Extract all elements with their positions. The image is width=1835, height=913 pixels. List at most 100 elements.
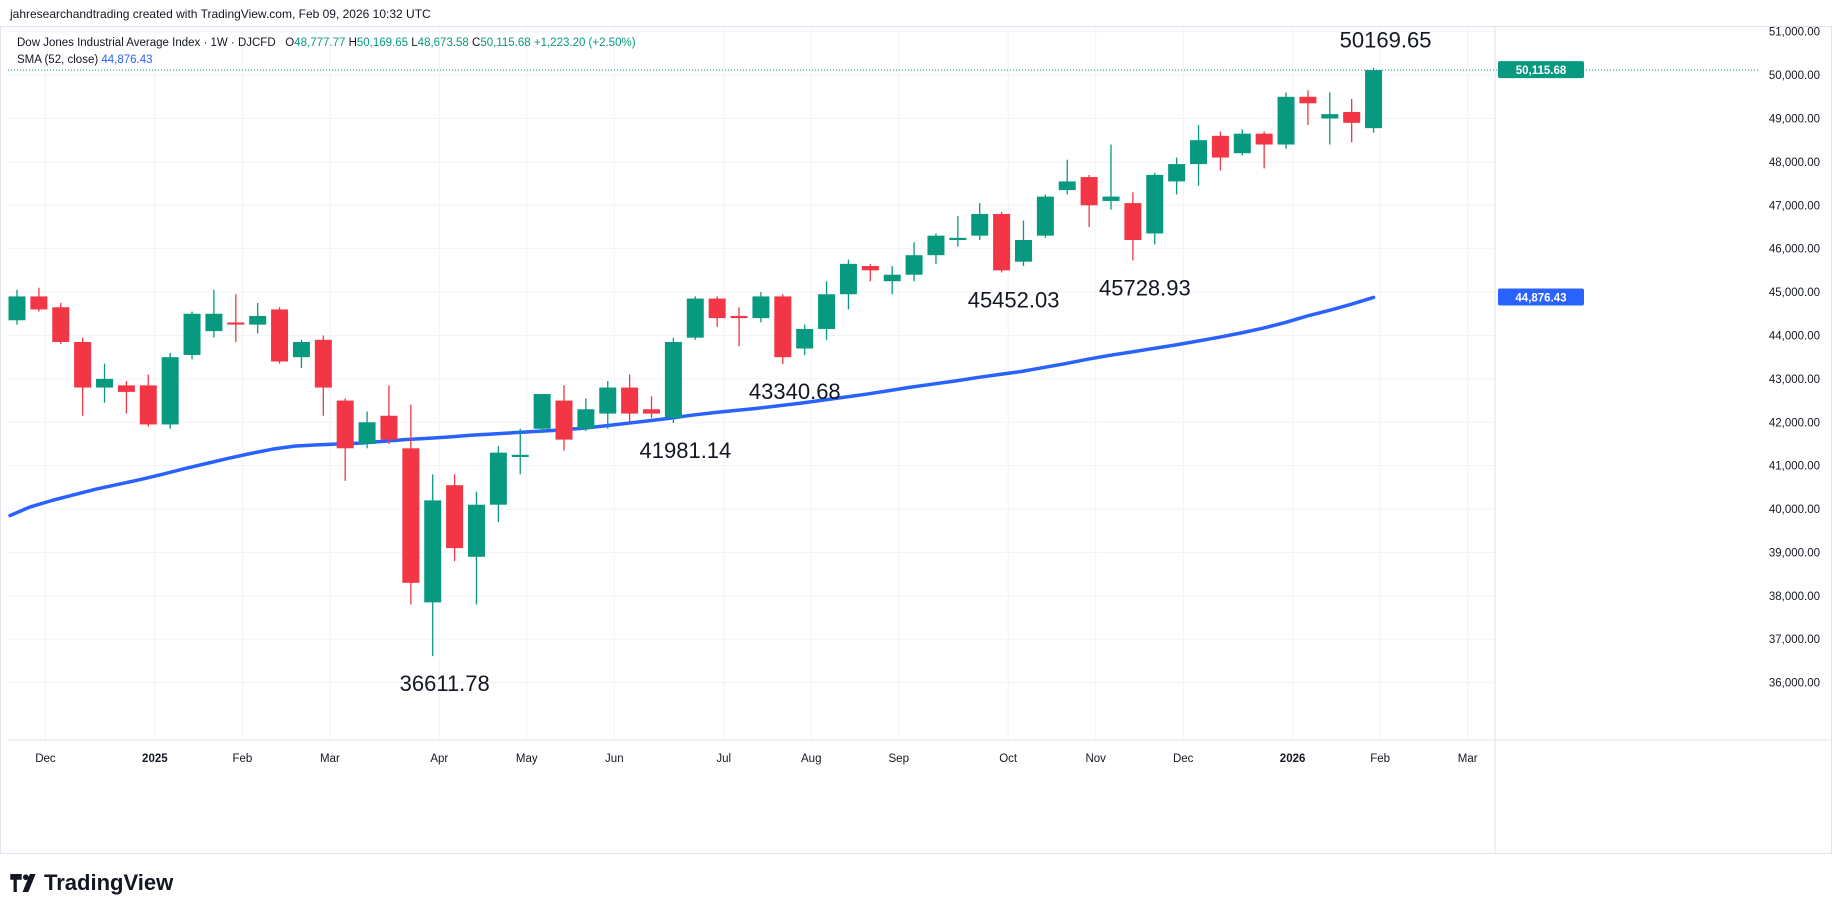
candle bbox=[467, 491, 485, 605]
candle-body bbox=[336, 400, 354, 449]
candle bbox=[839, 259, 857, 310]
candle bbox=[511, 428, 529, 475]
candle-body bbox=[1190, 140, 1208, 165]
price-annotations: 50169.65 45728.93 45452.03 43340.68 41981.14… bbox=[400, 28, 1432, 696]
price-axis: 36,000.00 37,000.00 38,000.00 39,000.00 40,0… bbox=[1769, 27, 1820, 690]
candle-body bbox=[1321, 114, 1339, 119]
candle-body bbox=[1102, 196, 1120, 201]
candle-body bbox=[489, 452, 507, 505]
candle bbox=[8, 289, 26, 325]
candle bbox=[861, 263, 879, 282]
candle-body bbox=[1255, 133, 1273, 145]
legend-sma-row: SMA (52, close) 44,876.43 bbox=[17, 52, 636, 69]
candle bbox=[686, 296, 704, 340]
time-tick-label: Dec bbox=[1173, 753, 1194, 765]
candle bbox=[796, 324, 814, 355]
candlestick-chart[interactable]: 36,000.00 37,000.00 38,000.00 39,000.00 40,0… bbox=[0, 0, 1835, 860]
price-tick-label: 49,000.00 bbox=[1769, 113, 1820, 125]
price-tick-label: 46,000.00 bbox=[1769, 244, 1820, 256]
time-tick-label: Aug bbox=[801, 753, 821, 765]
time-tick-label: Jun bbox=[605, 753, 624, 765]
candle bbox=[883, 266, 901, 295]
candle bbox=[30, 287, 48, 312]
candle bbox=[1277, 92, 1295, 149]
candle bbox=[380, 385, 398, 444]
candle-body bbox=[402, 448, 420, 583]
candle-body bbox=[183, 313, 201, 355]
legend-low-value: 48,673.58 bbox=[417, 37, 469, 49]
candle bbox=[1080, 174, 1098, 227]
time-tick-label: Jul bbox=[716, 753, 731, 765]
candle bbox=[1365, 67, 1383, 133]
candle bbox=[52, 302, 70, 345]
price-tick-label: 41,000.00 bbox=[1769, 461, 1820, 473]
legend-close-label: C bbox=[472, 37, 481, 49]
candle bbox=[1124, 192, 1142, 261]
candle-body bbox=[752, 296, 770, 319]
price-annotation: 41981.14 bbox=[640, 438, 732, 463]
candle bbox=[905, 242, 923, 282]
candle-body bbox=[730, 315, 748, 319]
candle-body bbox=[249, 315, 267, 325]
time-tick-label: 2025 bbox=[142, 753, 168, 765]
chart-legend: Dow Jones Industrial Average Index · 1W … bbox=[17, 35, 636, 69]
candle bbox=[117, 381, 135, 414]
chart-credit: jahresearchandtrading created with Tradi… bbox=[10, 7, 431, 21]
legend-open-value: 48,777.77 bbox=[294, 37, 346, 49]
price-tick-label: 42,000.00 bbox=[1769, 417, 1820, 429]
candle-body bbox=[1211, 135, 1229, 158]
candle bbox=[1233, 129, 1251, 156]
candle-body bbox=[30, 296, 48, 310]
candle-body bbox=[839, 263, 857, 295]
candle bbox=[1299, 90, 1317, 125]
candle bbox=[1014, 220, 1032, 267]
candle bbox=[271, 307, 289, 364]
price-tick-label: 36,000.00 bbox=[1769, 678, 1820, 690]
candle-body bbox=[74, 341, 92, 388]
candle-body bbox=[358, 422, 376, 444]
candle bbox=[1255, 131, 1273, 169]
grid-lines bbox=[8, 28, 1495, 740]
legend-low-label: L bbox=[411, 37, 418, 49]
candle-body bbox=[796, 328, 814, 349]
candle bbox=[818, 281, 836, 340]
candle-body bbox=[52, 307, 70, 342]
candle-body bbox=[139, 385, 157, 425]
candle bbox=[971, 203, 989, 240]
legend-symbol-title: Dow Jones Industrial Average Index · 1W … bbox=[17, 37, 276, 49]
candle bbox=[577, 398, 595, 431]
candle-body bbox=[314, 339, 332, 388]
price-tick-label: 48,000.00 bbox=[1769, 157, 1820, 169]
legend-high-value: 50,169.65 bbox=[356, 37, 409, 49]
candle-body bbox=[861, 266, 879, 271]
candle bbox=[249, 302, 267, 334]
candle bbox=[74, 337, 92, 416]
candle bbox=[205, 289, 223, 338]
time-tick-label: Feb bbox=[1370, 753, 1390, 765]
candle-body bbox=[1036, 196, 1054, 236]
legend-high-label: H bbox=[348, 37, 357, 49]
candle-body bbox=[380, 415, 398, 440]
chart-container[interactable]: 36,000.00 37,000.00 38,000.00 39,000.00 40,0… bbox=[0, 0, 1835, 865]
time-tick-label: Dec bbox=[35, 753, 56, 765]
candle bbox=[1190, 125, 1208, 186]
legend-sma-label: SMA (52, close) bbox=[17, 54, 99, 66]
candle bbox=[533, 394, 551, 434]
candle-body bbox=[1343, 111, 1361, 123]
candle-body bbox=[1014, 240, 1032, 262]
candle-body bbox=[1365, 70, 1383, 129]
time-tick-label: Mar bbox=[1458, 753, 1478, 765]
candle bbox=[664, 337, 682, 424]
candle-body bbox=[1058, 181, 1076, 191]
price-annotation: 50169.65 bbox=[1340, 28, 1432, 53]
tradingview-logo[interactable]: TradingView bbox=[10, 870, 173, 896]
price-tick-label: 39,000.00 bbox=[1769, 547, 1820, 559]
candle-body bbox=[1080, 177, 1098, 206]
legend-open-label: O bbox=[285, 37, 295, 49]
time-tick-label: Sep bbox=[889, 753, 909, 765]
sma-line bbox=[8, 295, 1376, 518]
candle bbox=[1211, 131, 1229, 171]
candle-body bbox=[446, 485, 464, 549]
candle-body bbox=[993, 213, 1011, 271]
sma-last-label-bg bbox=[1498, 288, 1584, 306]
